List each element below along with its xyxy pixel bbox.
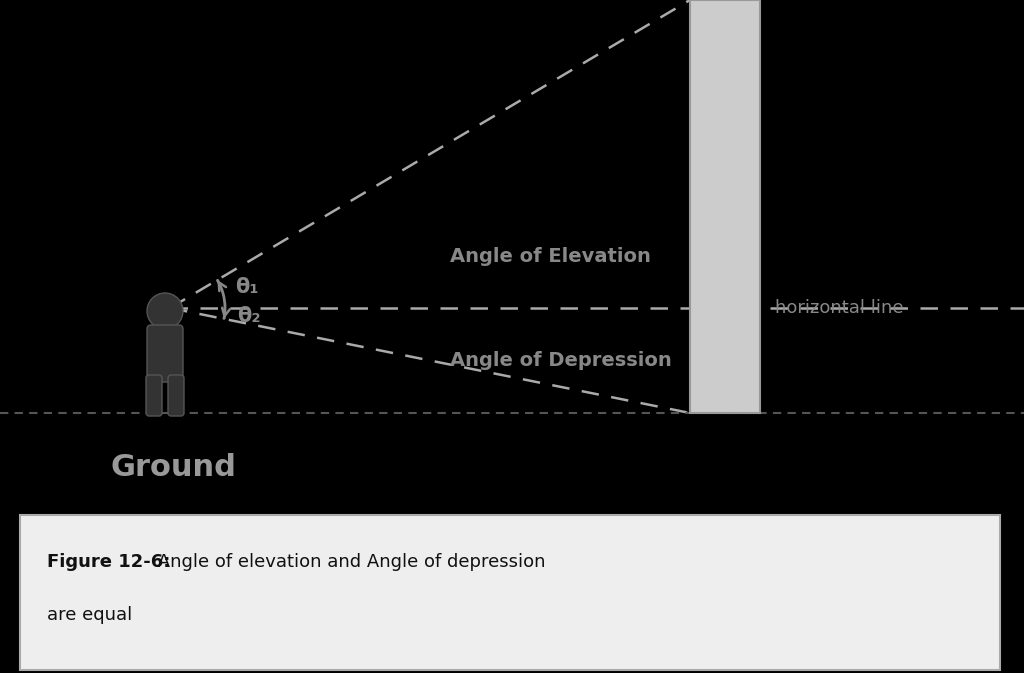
- FancyBboxPatch shape: [146, 375, 162, 416]
- Text: Figure 12-6:: Figure 12-6:: [47, 553, 170, 571]
- FancyBboxPatch shape: [168, 375, 184, 416]
- FancyBboxPatch shape: [147, 325, 183, 382]
- Text: Angle of Depression: Angle of Depression: [450, 351, 672, 369]
- Circle shape: [147, 293, 183, 329]
- FancyBboxPatch shape: [20, 515, 1000, 670]
- Text: Ground: Ground: [110, 454, 236, 483]
- Text: are equal: are equal: [47, 606, 132, 624]
- Text: θ₁: θ₁: [236, 277, 259, 297]
- Text: horizontal line: horizontal line: [775, 299, 903, 317]
- Text: θ₂: θ₂: [238, 306, 261, 326]
- Text: Angle of elevation and Angle of depression: Angle of elevation and Angle of depressi…: [152, 553, 546, 571]
- Text: Angle of Elevation: Angle of Elevation: [450, 246, 651, 266]
- Bar: [690, 0, 760, 413]
